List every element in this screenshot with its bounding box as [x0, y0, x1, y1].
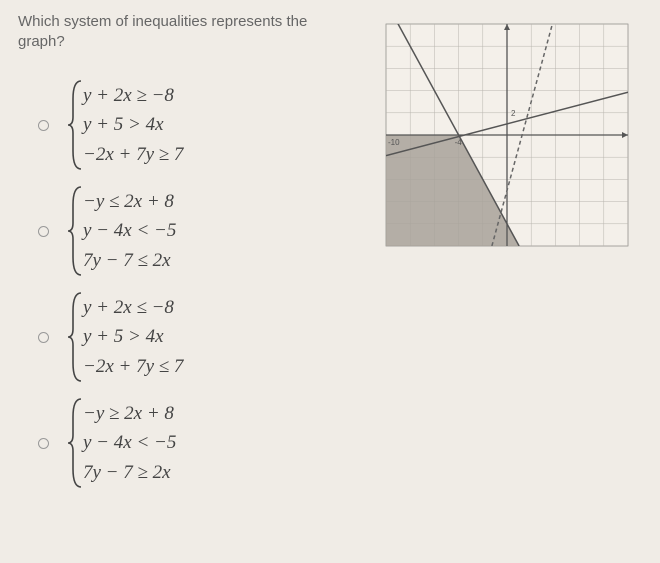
question-text: Which system of inequalities represents …	[18, 12, 378, 51]
option-c[interactable]: y + 2x ≤ −8 y + 5 > 4x −2x + 7y ≤ 7	[38, 291, 642, 383]
radio-a[interactable]	[38, 120, 49, 131]
brace-icon	[67, 185, 83, 277]
radio-b[interactable]	[38, 226, 49, 237]
opt-b-eq2: y − 4x < −5	[83, 216, 176, 245]
option-d[interactable]: −y ≥ 2x + 8 y − 4x < −5 7y − 7 ≥ 2x	[38, 397, 642, 489]
opt-c-eq1: y + 2x ≤ −8	[83, 293, 183, 322]
opt-b-eq1: −y ≤ 2x + 8	[83, 187, 176, 216]
opt-a-eq1: y + 2x ≥ −8	[83, 81, 183, 110]
svg-text:-4: -4	[455, 138, 463, 147]
opt-b-eq3: 7y − 7 ≤ 2x	[83, 246, 176, 275]
opt-c-eq2: y + 5 > 4x	[83, 322, 183, 351]
brace-icon	[67, 397, 83, 489]
radio-c[interactable]	[38, 332, 49, 343]
opt-a-eq3: −2x + 7y ≥ 7	[83, 140, 183, 169]
question-line1: Which system of inequalities represents …	[18, 12, 378, 32]
svg-text:-10: -10	[388, 138, 400, 147]
opt-a-eq2: y + 5 > 4x	[83, 110, 183, 139]
radio-d[interactable]	[38, 438, 49, 449]
opt-d-eq1: −y ≥ 2x + 8	[83, 399, 176, 428]
svg-text:2: 2	[511, 109, 516, 118]
opt-c-eq3: −2x + 7y ≤ 7	[83, 352, 183, 381]
inequality-graph: -10 -4 2	[372, 10, 642, 260]
question-line2: graph?	[18, 32, 378, 52]
brace-icon	[67, 79, 83, 171]
brace-icon	[67, 291, 83, 383]
opt-d-eq3: 7y − 7 ≥ 2x	[83, 458, 176, 487]
opt-d-eq2: y − 4x < −5	[83, 428, 176, 457]
